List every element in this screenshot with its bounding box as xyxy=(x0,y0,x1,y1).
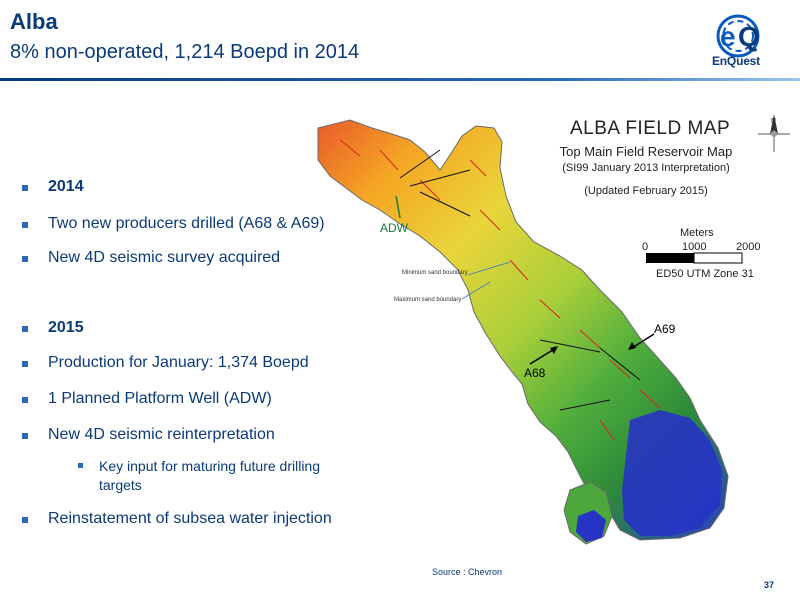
sub-bullet-line1: Key input for maturing future drilling xyxy=(99,458,320,474)
sub-bullet-drilling-targets: Key input for maturing future drilling t… xyxy=(78,457,320,495)
enquest-logo-icon: e Q xyxy=(716,14,760,58)
blue-lobe xyxy=(622,410,722,536)
well-label-a69: A69 xyxy=(654,322,676,336)
fault-lines xyxy=(339,139,661,441)
enquest-logo: e Q xyxy=(716,14,760,58)
bullet-reinterpretation: New 4D seismic reinterpretation xyxy=(22,426,275,444)
map-subtitle: Top Main Field Reservoir Map xyxy=(559,144,733,159)
a69-arrowhead xyxy=(628,342,636,350)
scale-label: Meters xyxy=(680,227,714,239)
bullet-2014: 2014 xyxy=(22,178,84,196)
bullet-text: 2015 xyxy=(48,319,84,336)
map-projection: ED50 UTM Zone 31 xyxy=(656,268,754,280)
svg-text:e: e xyxy=(720,21,736,52)
south-island-blue xyxy=(576,510,606,542)
min-boundary-label: Minimum sand boundary xyxy=(402,270,468,276)
bullet-text: Reinstatement of subsea water injection xyxy=(48,510,332,527)
bullet-2015: 2015 xyxy=(22,319,84,337)
a69-arrow xyxy=(631,333,655,349)
slide-title: Alba xyxy=(10,9,58,34)
min-boundary-leader xyxy=(467,261,511,276)
bullet-producers: Two new producers drilled (A68 & A69) xyxy=(22,215,325,233)
a68-arrowhead xyxy=(550,346,558,354)
header-divider xyxy=(0,78,800,81)
map-title: ALBA FIELD MAP xyxy=(570,118,731,139)
map-interpretation: (SI99 January 2013 Interpretation) xyxy=(562,162,730,174)
adw-arrow xyxy=(395,195,401,219)
bullet-platform-well: 1 Planned Platform Well (ADW) xyxy=(22,390,272,408)
bullet-production: Production for January: 1,374 Boepd xyxy=(22,354,309,372)
field-map xyxy=(317,114,790,545)
compass-north-label: N xyxy=(771,118,777,125)
scale-tick-0: 0 xyxy=(642,241,649,253)
sub-bullet-line2: targets xyxy=(99,477,142,493)
source-note: Source : Chevron xyxy=(432,567,503,577)
compass-icon xyxy=(758,114,790,152)
bullet-seismic-survey: New 4D seismic survey acquired xyxy=(22,249,280,267)
bullet-water-injection: Reinstatement of subsea water injection xyxy=(22,510,332,528)
well-paths xyxy=(399,149,641,411)
page-number: 37 xyxy=(764,580,775,590)
max-boundary-leader xyxy=(461,281,491,300)
logo-text: EnQuest xyxy=(712,54,760,68)
bullet-text: Production for January: 1,374 Boepd xyxy=(48,354,309,371)
bullet-text: 1 Planned Platform Well (ADW) xyxy=(48,390,272,407)
scale-bar xyxy=(646,252,743,264)
map-updated: (Updated February 2015) xyxy=(584,185,708,197)
scale-tick-2000: 2000 xyxy=(736,241,761,253)
max-boundary-label: Maximum sand boundary xyxy=(394,297,462,303)
a68-arrow xyxy=(529,347,557,365)
well-label-a68: A68 xyxy=(524,366,546,380)
slide-header: Alba 8% non-operated, 1,214 Boepd in 201… xyxy=(0,0,800,88)
well-label-adw: ADW xyxy=(380,221,408,235)
reservoir-outline xyxy=(317,119,729,541)
slide-subtitle: 8% non-operated, 1,214 Boepd in 2014 xyxy=(10,41,360,63)
bullet-text: Two new producers drilled (A68 & A69) xyxy=(48,215,325,232)
svg-text:Q: Q xyxy=(738,21,760,52)
scale-tick-1000: 1000 xyxy=(682,241,707,253)
bullet-text: 2014 xyxy=(48,178,84,195)
bullet-text: New 4D seismic survey acquired xyxy=(48,249,281,266)
bullet-text: New 4D seismic reinterpretation xyxy=(48,426,275,443)
